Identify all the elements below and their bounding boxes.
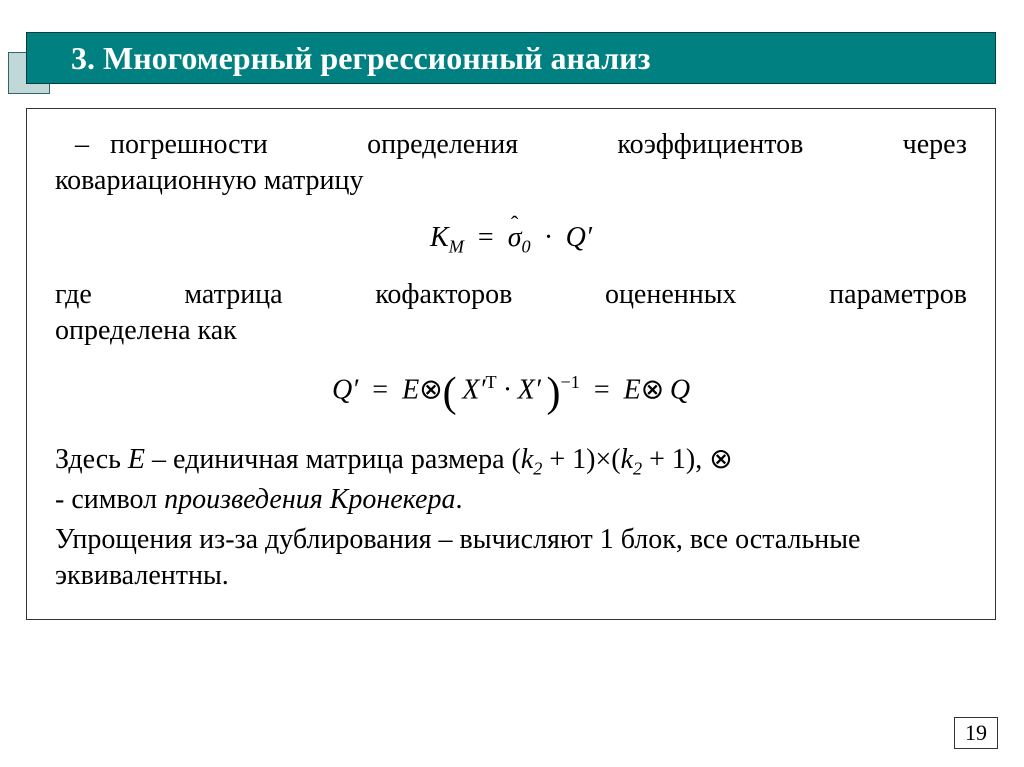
formula-1: KM = ˆσ0 · Q′ — [55, 220, 967, 259]
slide-title: 3. Многомерный регрессионный анализ — [71, 40, 650, 77]
paragraph-1: – погрешности определения коэффициентов … — [55, 127, 967, 200]
content-box: – погрешности определения коэффициентов … — [26, 108, 996, 620]
title-bar: 3. Многомерный регрессионный анализ — [26, 32, 996, 84]
paragraph-4: Упрощения из-за дублирования – вычисляют… — [55, 522, 967, 595]
paragraph-3: Здесь E – единичная матрица размера (k2 … — [55, 442, 967, 518]
page-number: 19 — [954, 717, 998, 749]
formula-2: Q′ = E⊗( X′T · X′ )−1 = E⊗ Q — [55, 366, 967, 421]
paragraph-2: где матрица кофакторов оцененных парамет… — [55, 277, 967, 350]
